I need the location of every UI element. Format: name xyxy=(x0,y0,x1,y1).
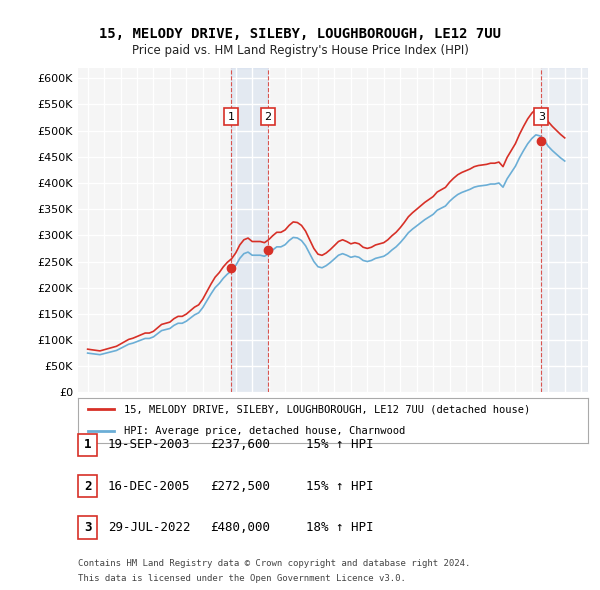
Text: Price paid vs. HM Land Registry's House Price Index (HPI): Price paid vs. HM Land Registry's House … xyxy=(131,44,469,57)
Bar xyxy=(231,68,268,392)
Text: 2: 2 xyxy=(84,480,91,493)
Text: 19-SEP-2003: 19-SEP-2003 xyxy=(108,438,191,451)
Text: HPI: Average price, detached house, Charnwood: HPI: Average price, detached house, Char… xyxy=(124,427,405,437)
Text: 29-JUL-2022: 29-JUL-2022 xyxy=(108,521,191,534)
Text: 1: 1 xyxy=(84,438,91,451)
Bar xyxy=(541,68,588,392)
Text: This data is licensed under the Open Government Licence v3.0.: This data is licensed under the Open Gov… xyxy=(78,574,406,583)
Text: 15, MELODY DRIVE, SILEBY, LOUGHBOROUGH, LE12 7UU (detached house): 15, MELODY DRIVE, SILEBY, LOUGHBOROUGH, … xyxy=(124,404,530,414)
Text: 15, MELODY DRIVE, SILEBY, LOUGHBOROUGH, LE12 7UU: 15, MELODY DRIVE, SILEBY, LOUGHBOROUGH, … xyxy=(99,27,501,41)
Text: 15% ↑ HPI: 15% ↑ HPI xyxy=(306,438,373,451)
Text: Contains HM Land Registry data © Crown copyright and database right 2024.: Contains HM Land Registry data © Crown c… xyxy=(78,559,470,568)
Text: £480,000: £480,000 xyxy=(210,521,270,534)
Text: 2: 2 xyxy=(265,112,271,122)
Text: 3: 3 xyxy=(538,112,545,122)
Text: 16-DEC-2005: 16-DEC-2005 xyxy=(108,480,191,493)
Text: 18% ↑ HPI: 18% ↑ HPI xyxy=(306,521,373,534)
Text: £237,600: £237,600 xyxy=(210,438,270,451)
Text: 3: 3 xyxy=(84,521,91,534)
Text: 1: 1 xyxy=(227,112,235,122)
Text: £272,500: £272,500 xyxy=(210,480,270,493)
Text: 15% ↑ HPI: 15% ↑ HPI xyxy=(306,480,373,493)
